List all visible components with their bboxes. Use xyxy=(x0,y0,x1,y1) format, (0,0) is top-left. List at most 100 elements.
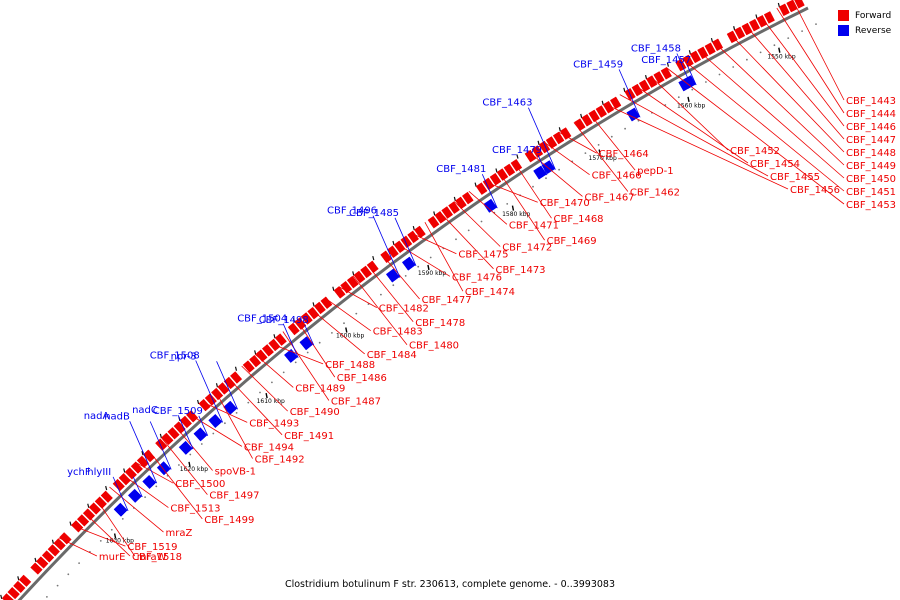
forward-leader-line xyxy=(282,331,330,401)
forward-gene-label: CBF_1500 xyxy=(175,479,225,490)
gene-arrow-forward xyxy=(18,574,32,587)
inner-tick xyxy=(69,521,72,526)
forward-leader-line xyxy=(109,486,164,533)
inner-tick xyxy=(123,468,126,473)
gene-arrow-reverse xyxy=(533,165,547,180)
gene-arrow-forward xyxy=(300,312,313,325)
forward-gene-label: CBF_1493 xyxy=(249,418,299,429)
scale-tick xyxy=(545,177,547,180)
reverse-leader-line xyxy=(686,64,697,86)
forward-leader-line xyxy=(619,94,769,177)
kbp-tick-mark xyxy=(265,393,268,399)
reverse-gene-label: CBF_1463 xyxy=(482,98,532,109)
inner-tick xyxy=(688,50,691,55)
forward-gene-label: pepD-1 xyxy=(637,166,674,177)
forward-gene-label: CBF_1448 xyxy=(846,148,896,159)
scale-tick xyxy=(532,185,534,188)
forward-leader-line xyxy=(498,170,545,241)
gene-arrow-reverse xyxy=(299,336,314,351)
gene-arrow-forward xyxy=(198,398,211,412)
inner-tick xyxy=(755,14,758,19)
gene-arrow-forward xyxy=(531,145,544,158)
forward-gene-label: CBF_1474 xyxy=(465,287,515,298)
scale-tick xyxy=(506,203,509,205)
gene-arrow-forward xyxy=(333,286,346,299)
inner-tick xyxy=(372,255,375,261)
inner-tick xyxy=(733,26,736,31)
reverse-gene-label: hlyIII xyxy=(87,467,111,478)
gene-arrow-forward xyxy=(631,83,643,97)
scale-tick xyxy=(247,401,250,404)
gene-arrow-forward xyxy=(475,182,488,195)
forward-gene-label: mraZ xyxy=(166,528,193,539)
inner-tick xyxy=(474,182,477,187)
inner-tick xyxy=(433,211,436,216)
forward-gene-label: CBF_1482 xyxy=(379,304,429,315)
forward-leader-line xyxy=(713,41,845,166)
kbp-tick-label: 1590 kbp xyxy=(418,270,446,277)
forward-leader-line xyxy=(439,211,494,270)
inner-tick xyxy=(601,100,604,105)
inner-tick xyxy=(710,37,714,43)
forward-gene-label: CBF_1455 xyxy=(770,172,820,183)
gene-arrow-forward xyxy=(407,230,420,244)
scale-tick xyxy=(155,485,158,488)
gene-arrow-forward xyxy=(748,18,761,32)
gene-arrow-forward xyxy=(53,538,66,551)
gene-arrow-forward xyxy=(545,136,558,149)
gene-arrow-forward xyxy=(414,225,426,239)
reverse-gene-label: CBF_1508 xyxy=(150,351,200,362)
reverse-gene-label: CBF_1479 xyxy=(492,145,542,156)
kbp-tick-label: 1610 kbp xyxy=(257,398,285,405)
forward-gene-label: CBF_1446 xyxy=(846,122,896,133)
reverse-leader-line xyxy=(195,360,224,423)
inner-tick xyxy=(623,87,626,93)
kbp-tick-mark xyxy=(345,327,348,333)
reverse-leader-line xyxy=(372,215,401,278)
forward-gene-label: CBF_1464 xyxy=(599,149,649,160)
reverse-gene-label: CBF_1457 xyxy=(641,55,691,66)
scale-tick xyxy=(404,275,407,277)
forward-gene-label: CBF_1513 xyxy=(170,504,220,515)
inner-tick xyxy=(215,383,219,388)
forward-leader-line xyxy=(681,58,845,192)
reverse-leader-line xyxy=(537,154,548,176)
forward-gene-label: CBF_1467 xyxy=(585,192,635,203)
gene-arrow-reverse xyxy=(178,440,193,455)
inner-tick xyxy=(580,113,583,119)
inner-tick xyxy=(273,334,276,339)
reverse-gene-label: CBF_1459 xyxy=(573,59,623,70)
inner-tick xyxy=(453,196,456,202)
scale-tick xyxy=(759,51,762,54)
forward-gene-label: CBF_1470 xyxy=(540,198,590,209)
forward-gene-label: CBF_1497 xyxy=(209,491,259,502)
reverse-gene-label: CBF_1509 xyxy=(153,406,203,417)
gene-arrow-forward xyxy=(763,11,775,24)
gene-arrow-forward xyxy=(229,371,243,384)
inner-tick xyxy=(105,485,108,491)
forward-leader-line xyxy=(424,222,464,292)
forward-leader-line xyxy=(760,15,845,127)
forward-gene-label: CBF_1472 xyxy=(502,243,552,254)
scale-tick xyxy=(417,265,420,268)
scale-tick xyxy=(705,81,707,83)
scale-tick xyxy=(718,73,721,76)
scale-tick xyxy=(691,88,694,91)
forward-leader-line xyxy=(483,180,538,203)
forward-leader-line xyxy=(71,524,126,547)
legend-swatch-reverse xyxy=(838,25,849,36)
gene-arrow-forward xyxy=(255,349,268,363)
forward-leader-line xyxy=(324,297,371,332)
gene-arrow-forward xyxy=(47,544,61,557)
forward-gene-label: CBF_1483 xyxy=(373,327,423,338)
reverse-leader-line xyxy=(132,476,143,498)
scale-tick xyxy=(235,412,238,414)
forward-gene-label: CBF_1452 xyxy=(730,146,780,157)
legend-item-forward: Forward xyxy=(838,8,891,23)
kbp-tick-label: 1560 kbp xyxy=(677,103,705,110)
gene-arrow-forward xyxy=(217,382,230,395)
scale-tick xyxy=(306,351,309,354)
scale-tick xyxy=(455,238,457,241)
gene-arrow-forward xyxy=(7,586,20,600)
